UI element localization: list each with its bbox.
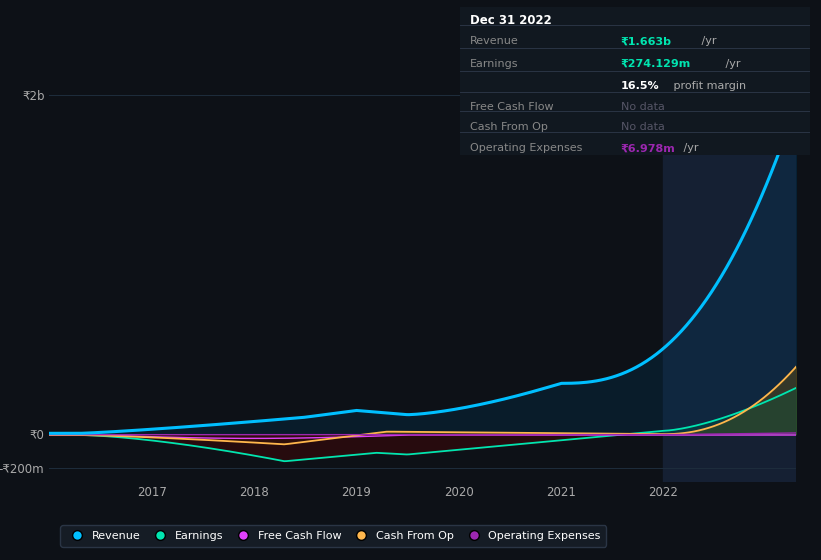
Text: Revenue: Revenue bbox=[470, 36, 519, 46]
Text: /yr: /yr bbox=[680, 143, 699, 153]
Text: Cash From Op: Cash From Op bbox=[470, 123, 548, 133]
Text: /yr: /yr bbox=[698, 36, 716, 46]
Text: ₹6.978m: ₹6.978m bbox=[621, 143, 676, 153]
Text: No data: No data bbox=[621, 123, 664, 133]
Text: Operating Expenses: Operating Expenses bbox=[470, 143, 583, 153]
Legend: Revenue, Earnings, Free Cash Flow, Cash From Op, Operating Expenses: Revenue, Earnings, Free Cash Flow, Cash … bbox=[61, 525, 606, 547]
Bar bbox=[663, 78, 817, 482]
Text: Earnings: Earnings bbox=[470, 59, 519, 69]
Text: Free Cash Flow: Free Cash Flow bbox=[470, 102, 554, 111]
Text: 16.5%: 16.5% bbox=[621, 81, 659, 91]
Text: /yr: /yr bbox=[722, 59, 741, 69]
Text: Dec 31 2022: Dec 31 2022 bbox=[470, 14, 552, 27]
Text: profit margin: profit margin bbox=[670, 81, 745, 91]
Text: ₹1.663b: ₹1.663b bbox=[621, 36, 672, 46]
Text: ₹274.129m: ₹274.129m bbox=[621, 59, 691, 69]
Text: No data: No data bbox=[621, 102, 664, 111]
